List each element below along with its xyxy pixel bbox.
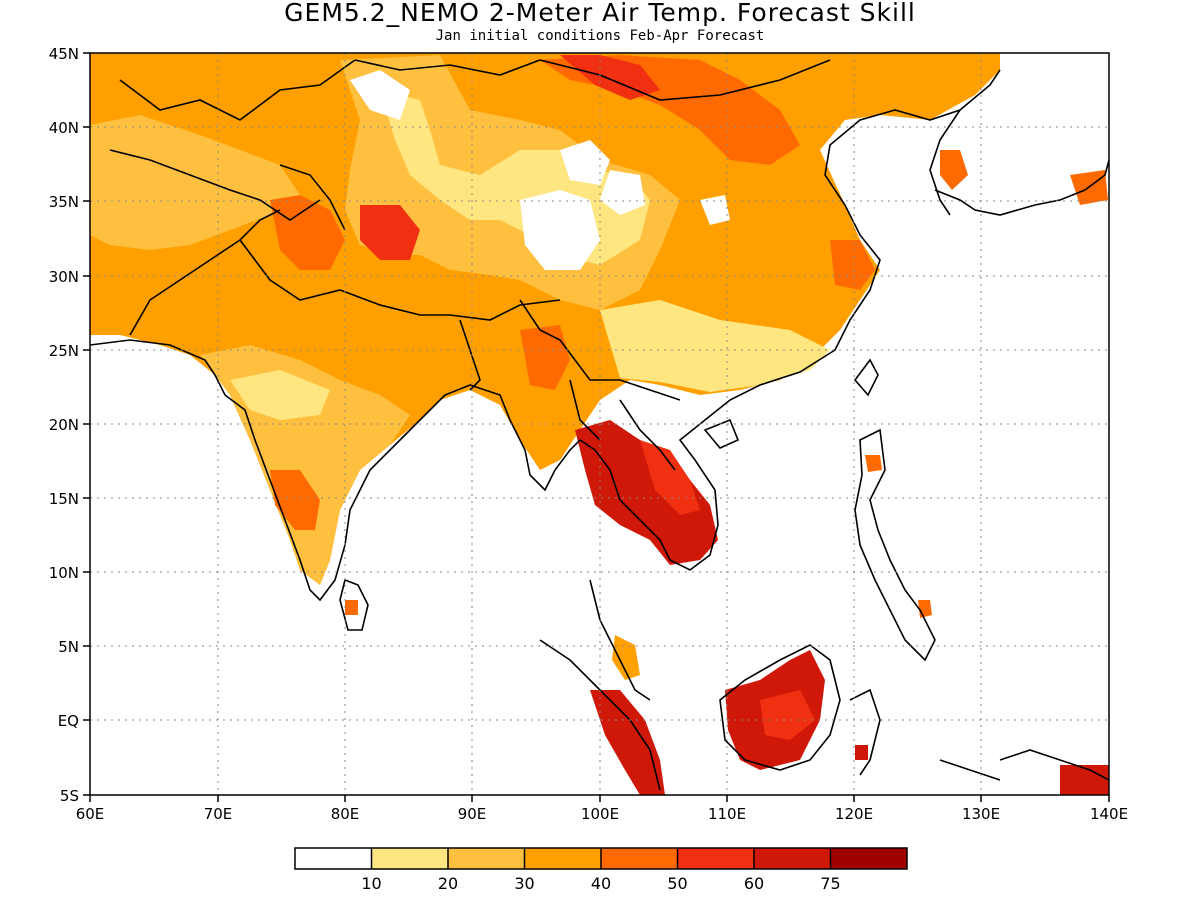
lon-label-100e: 100E [581, 805, 619, 823]
lat-label-eq: EQ [58, 712, 79, 730]
lon-label-120e: 120E [835, 805, 873, 823]
lat-label-45n: 45N [49, 45, 79, 63]
colorbar-label-40: 40 [591, 874, 611, 893]
colorbar: 10 20 30 40 50 60 75 [294, 847, 908, 893]
lat-label-25n: 25N [49, 342, 79, 360]
coastline-outlines [90, 59, 1109, 791]
lon-label-140e: 140E [1090, 805, 1128, 823]
colorbar-label-60: 60 [744, 874, 764, 893]
map-title: GEM5.2_NEMO 2-Meter Air Temp. Forecast S… [284, 0, 916, 27]
lat-label-35n: 35N [49, 193, 79, 211]
skill-shading [90, 53, 1109, 795]
lon-label-90e: 90E [458, 805, 487, 823]
lat-label-20n: 20N [49, 416, 79, 434]
colorbar-label-50: 50 [667, 874, 687, 893]
colorbar-label-20: 20 [438, 874, 458, 893]
lat-label-30n: 30N [49, 268, 79, 286]
map-subtitle: Jan initial conditions Feb-Apr Forecast [435, 28, 765, 44]
colorbar-swatch-3 [448, 848, 525, 869]
lat-tick-labels: 45N 40N 35N 30N 25N 20N 15N 10N 5N EQ 5S [49, 45, 79, 805]
lon-label-80e: 80E [331, 805, 360, 823]
colorbar-swatch-1 [295, 848, 372, 869]
lon-tick-labels: 60E 70E 80E 90E 100E 110E 120E 130E 140E [76, 805, 1128, 823]
lat-label-10n: 10N [49, 564, 79, 582]
colorbar-label-75: 75 [820, 874, 840, 893]
colorbar-swatch-4 [524, 848, 601, 869]
colorbar-swatch-2 [371, 848, 448, 869]
lon-label-70e: 70E [204, 805, 233, 823]
colorbar-label-10: 10 [361, 874, 381, 893]
colorbar-swatch-8 [830, 848, 907, 869]
lat-label-5n: 5N [58, 638, 79, 656]
lon-label-60e: 60E [76, 805, 105, 823]
lat-label-15n: 15N [49, 490, 79, 508]
gridlines [90, 53, 1109, 795]
lon-label-110e: 110E [708, 805, 746, 823]
colorbar-swatch-5 [601, 848, 678, 869]
tick-marks [83, 52, 1110, 802]
lat-label-40n: 40N [49, 119, 79, 137]
colorbar-swatch-7 [754, 848, 831, 869]
lon-label-130e: 130E [962, 805, 1000, 823]
lat-label-5s: 5S [60, 787, 79, 805]
colorbar-swatch-6 [677, 848, 754, 869]
colorbar-label-30: 30 [514, 874, 534, 893]
